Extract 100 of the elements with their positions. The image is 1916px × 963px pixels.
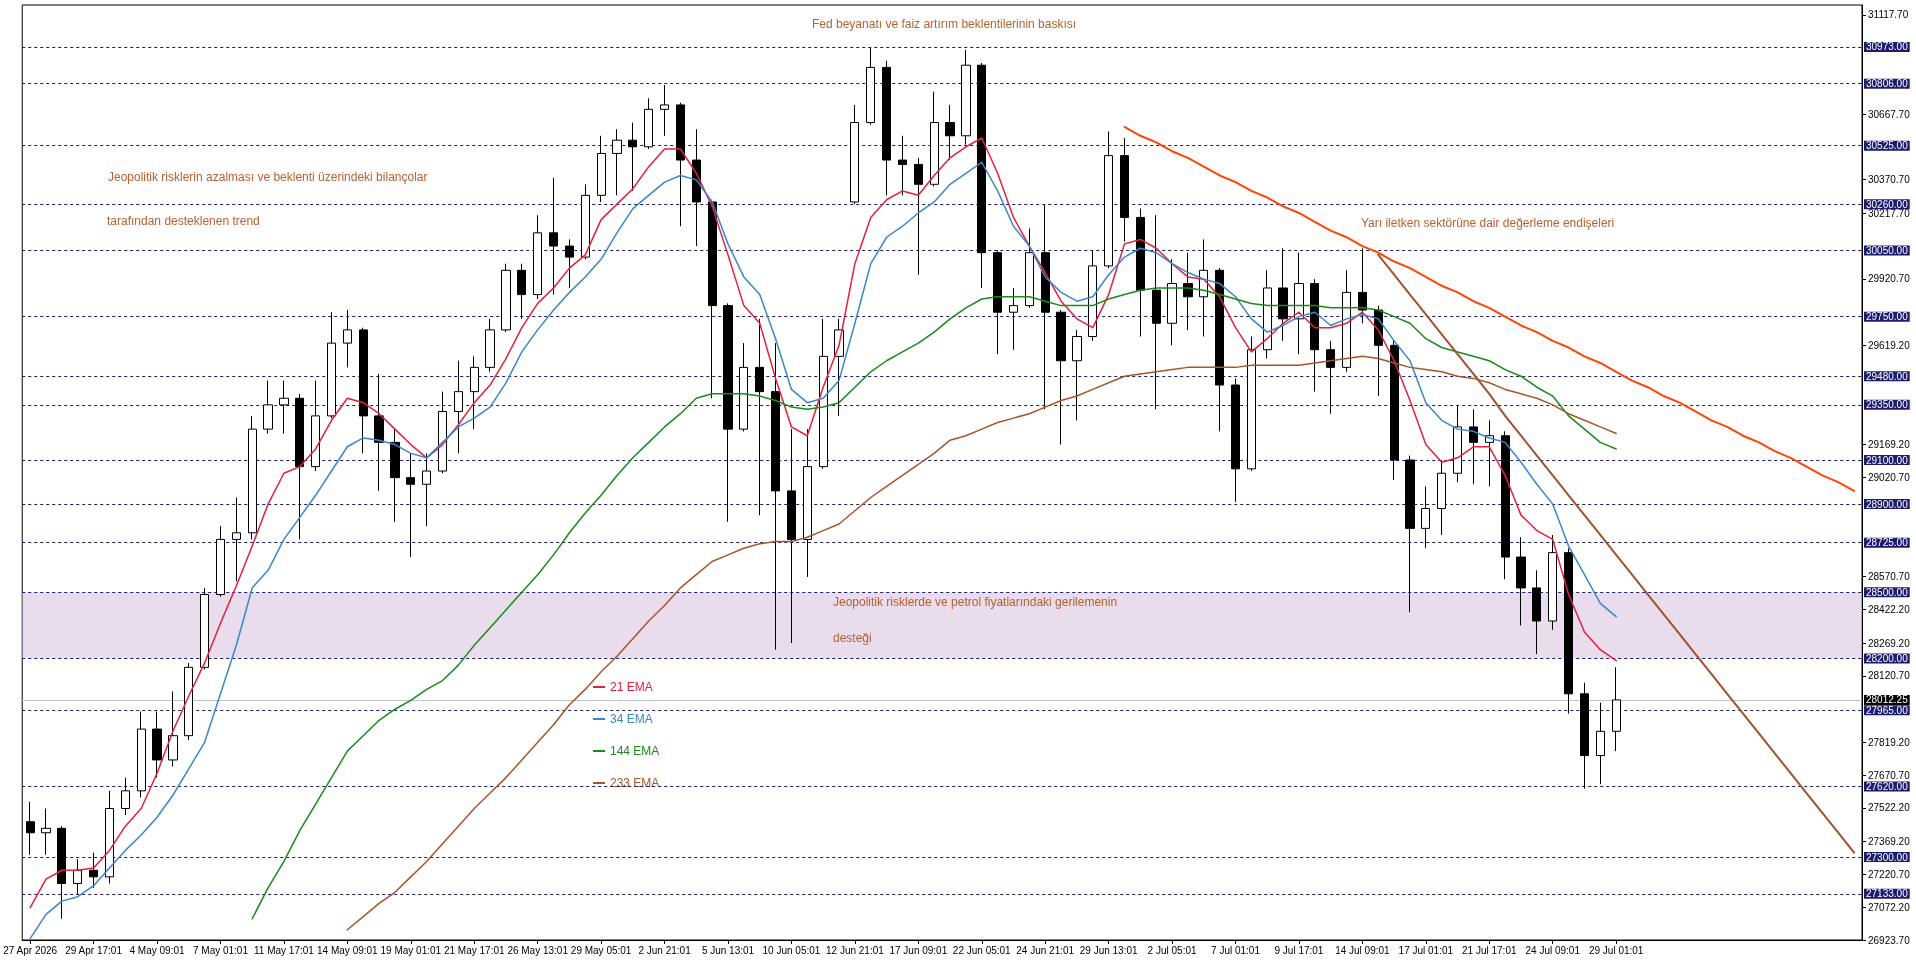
x-tick-label: 17 Jul 01:01 — [1398, 944, 1454, 956]
candlestick — [517, 263, 526, 320]
candlestick — [248, 415, 257, 540]
annotation: Jeopolitik risklerde ve petrol fiyatlarındaki gerilemenin — [833, 595, 1118, 609]
ref-line-label: 29480.00 — [1866, 370, 1909, 382]
candlestick — [1056, 309, 1066, 446]
y-tick-label: 29619.20 — [1868, 339, 1911, 351]
line-series — [1123, 125, 1856, 492]
ref-line-label: 27620.00 — [1866, 780, 1909, 792]
ref-line-label: 27133.00 — [1866, 888, 1909, 900]
candlestick — [1326, 340, 1335, 415]
x-tick-label: 4 May 09:01 — [129, 944, 185, 956]
y-tick-label: 29020.70 — [1868, 472, 1911, 483]
candlestick — [1501, 430, 1510, 580]
y-tick-label: 27522.20 — [1868, 802, 1911, 814]
candlestick — [1437, 459, 1446, 536]
x-tick-label: 27 Apr 2026 — [3, 944, 58, 956]
candlestick — [1294, 252, 1304, 355]
candlestick — [390, 428, 400, 523]
candlestick — [1310, 278, 1319, 393]
candlestick — [549, 177, 558, 296]
candlestick — [597, 135, 606, 203]
candlestick — [1136, 208, 1145, 337]
ref-line-label: 30806.00 — [1866, 78, 1909, 90]
x-tick-label: 2 Jun 21:01 — [638, 944, 692, 956]
candlestick — [137, 710, 146, 798]
candlestick — [819, 318, 828, 470]
y-tick-label: 27220.70 — [1868, 869, 1911, 880]
x-tick-label: 12 Jun 21:01 — [825, 944, 885, 956]
candlestick — [1358, 247, 1367, 324]
candlestick — [327, 311, 336, 419]
candlestick — [73, 858, 82, 895]
y-tick-label: 27819.20 — [1868, 736, 1911, 748]
y-tick-label: 29169.20 — [1868, 439, 1911, 451]
y-tick-label: 28570.70 — [1868, 571, 1911, 583]
candlestick — [152, 710, 162, 779]
candlestick — [1469, 408, 1478, 485]
x-tick-label: 7 Jul 01:01 — [1211, 944, 1261, 956]
x-tick-label: 22 Jun 05:01 — [952, 944, 1012, 956]
ref-line-label: 28500.00 — [1866, 586, 1909, 598]
candlestick — [1025, 227, 1034, 309]
candlestick — [755, 318, 764, 516]
candlestick — [121, 777, 130, 816]
x-tick-label: 24 Jun 21:01 — [1016, 944, 1075, 956]
x-tick-label: 14 Jul 09:01 — [1335, 944, 1391, 956]
y-tick-label: 28120.70 — [1868, 670, 1911, 682]
y-tick-label: 29920.70 — [1868, 273, 1911, 285]
annotation: Jeopolitik risklerin azalması ve beklenti üzerindeki bilançolar — [108, 170, 428, 184]
ref-line-label: 27300.00 — [1866, 851, 1909, 863]
candlestick — [485, 318, 495, 373]
legend-label: 34 EMA — [610, 712, 653, 726]
candlestick — [723, 302, 733, 523]
x-tick-label: 14 May 09:01 — [317, 944, 379, 956]
annotation: desteği — [833, 631, 872, 645]
candlestick — [1152, 214, 1161, 410]
candlestick — [1041, 203, 1050, 410]
candlestick — [660, 84, 669, 137]
candlestick — [57, 825, 66, 920]
y-tick-label: 27369.20 — [1868, 836, 1911, 848]
x-tick-label: 24 Jul 09:01 — [1525, 944, 1581, 956]
ref-line-label: 27965.00 — [1866, 704, 1909, 716]
legend-label: 144 EMA — [610, 744, 660, 758]
candlestick — [1421, 485, 1430, 549]
candlestick — [850, 104, 859, 205]
candlestick — [359, 327, 368, 454]
x-tick-label: 9 Jul 17:01 — [1274, 944, 1324, 956]
y-tick-label: 27670.70 — [1868, 769, 1911, 781]
x-tick-label: 7 May 01:01 — [192, 944, 249, 956]
candlestick — [295, 393, 304, 540]
candlestick — [993, 249, 1002, 355]
x-tick-label: 29 Jun 13:01 — [1079, 944, 1138, 956]
candlestick — [438, 391, 447, 474]
candlestick — [581, 183, 590, 260]
y-tick-label: 30370.70 — [1868, 174, 1911, 186]
x-tick-label: 17 Jun 09:01 — [889, 944, 948, 956]
candlestick — [1453, 404, 1462, 483]
candlestick — [1278, 247, 1288, 342]
candlestick — [374, 373, 384, 492]
ref-line-label: 30260.00 — [1866, 198, 1909, 210]
ref-line-label: 29750.00 — [1866, 311, 1909, 323]
candlestick — [1405, 455, 1415, 613]
candlestick — [1564, 547, 1573, 715]
ref-line-label: 30973.00 — [1866, 41, 1909, 53]
candlestick — [1072, 329, 1082, 421]
candlestick — [406, 452, 415, 558]
candlestick — [1247, 335, 1256, 472]
candlestick — [961, 49, 971, 146]
candlestick — [914, 157, 923, 276]
candlestick — [739, 342, 748, 432]
candlestick — [533, 214, 542, 300]
candlestick — [1231, 377, 1240, 503]
candlestick — [1612, 666, 1621, 752]
y-tick-label: 28269.20 — [1868, 637, 1911, 649]
x-tick-label: 29 May 05:01 — [570, 944, 632, 956]
candlestick — [1342, 269, 1351, 373]
candlestick — [1009, 287, 1018, 351]
candlestick — [232, 497, 241, 582]
candlestick — [89, 852, 98, 889]
y-tick-label: 30217.70 — [1868, 207, 1911, 219]
candlestick — [977, 62, 986, 289]
